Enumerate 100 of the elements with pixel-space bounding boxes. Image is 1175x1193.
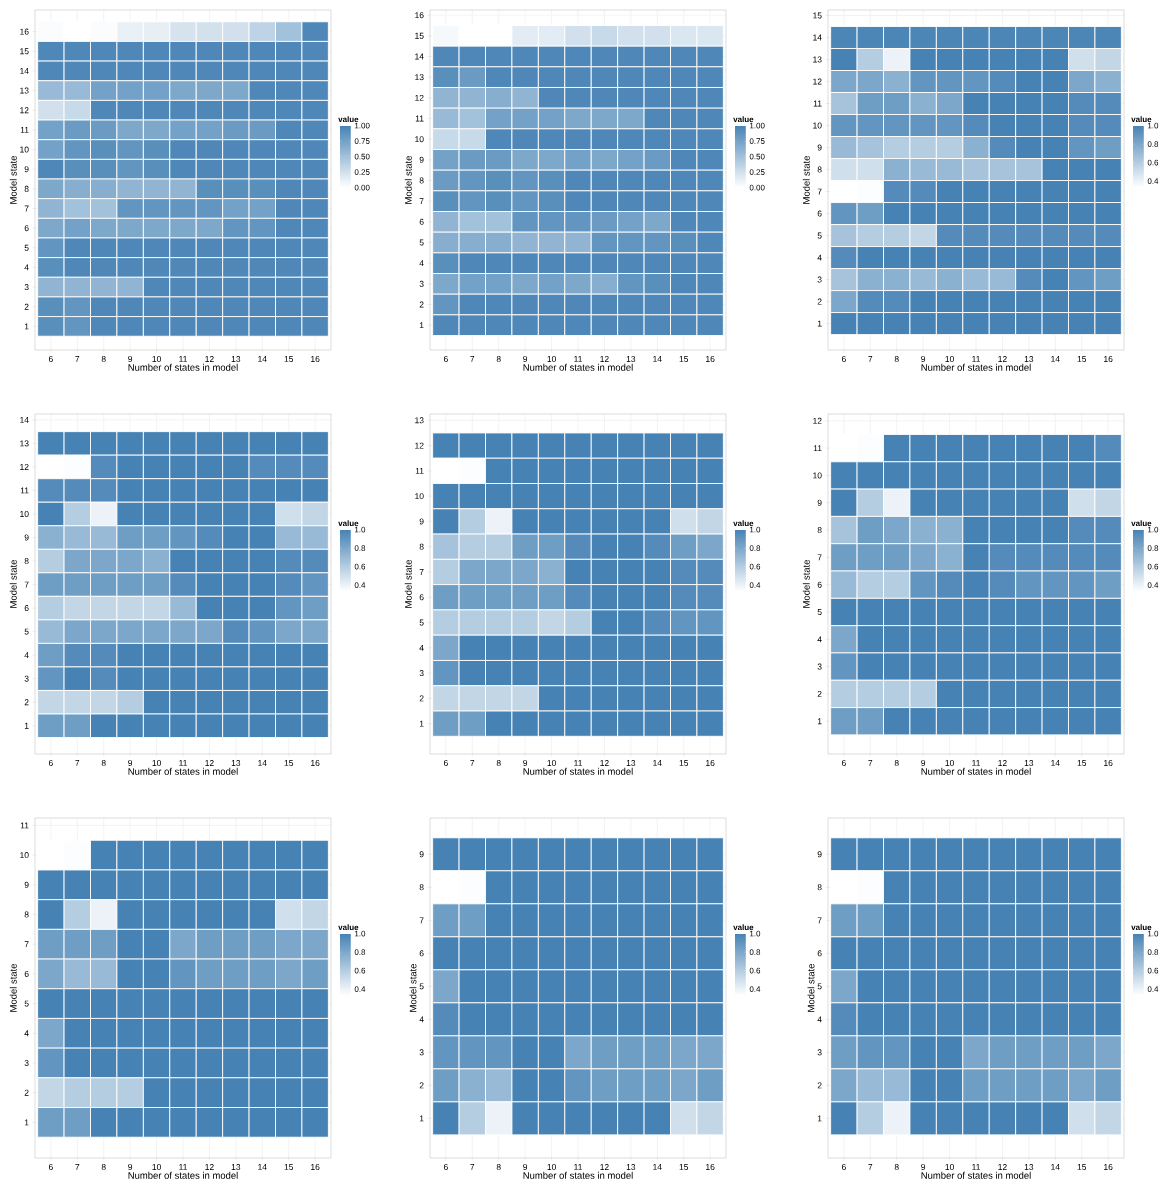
x-tick-label: 16 bbox=[311, 760, 320, 766]
x-axis-title: Number of states in model bbox=[128, 767, 238, 775]
y-tick-label: 6 bbox=[817, 210, 822, 217]
x-tick-label: 13 bbox=[231, 760, 241, 766]
x-tick-label: 16 bbox=[1104, 1164, 1113, 1171]
y-tick-label: 4 bbox=[24, 264, 29, 271]
y-tick-label: 10 bbox=[20, 511, 29, 517]
y-tick-label: 16 bbox=[20, 28, 29, 35]
y-tick-label: 12 bbox=[20, 107, 29, 114]
y-tick-label: 5 bbox=[419, 619, 424, 626]
y-tick-label: 3 bbox=[817, 663, 822, 670]
x-axis-title: Number of states in model bbox=[523, 1171, 633, 1179]
x-tick-label: 14 bbox=[1051, 356, 1060, 362]
y-tick-label: 6 bbox=[24, 605, 29, 612]
y-axis-title: Model state bbox=[9, 155, 17, 204]
x-tick-label: 15 bbox=[284, 760, 294, 766]
y-tick-label: 5 bbox=[817, 232, 822, 239]
x-tick-label: 12 bbox=[600, 1164, 609, 1170]
y-tick-label: 9 bbox=[817, 499, 822, 506]
x-tick-label: 10 bbox=[547, 760, 556, 766]
y-tick-label: 11 bbox=[813, 445, 822, 452]
y-tick-label: 8 bbox=[419, 543, 424, 550]
x-tick-label: 16 bbox=[311, 1164, 320, 1171]
x-tick-label: 13 bbox=[1024, 760, 1034, 767]
x-tick-label: 15 bbox=[284, 1164, 294, 1170]
y-tick-label: 2 bbox=[817, 1082, 822, 1089]
x-tick-label: 6 bbox=[841, 760, 846, 767]
y-tick-label: 1 bbox=[24, 323, 29, 330]
y-tick-label: 4 bbox=[817, 1016, 822, 1023]
y-tick-label: 8 bbox=[24, 911, 29, 918]
y-tick-label: 4 bbox=[419, 260, 424, 267]
x-tick-label: 13 bbox=[1024, 1164, 1034, 1171]
x-tick-label: 10 bbox=[945, 356, 954, 362]
y-tick-label: 3 bbox=[419, 670, 424, 677]
y-tick-label: 5 bbox=[24, 1000, 29, 1007]
y-tick-label: 12 bbox=[415, 94, 424, 101]
y-axis-title: Model state bbox=[9, 963, 17, 1012]
y-tick-label: 1 bbox=[817, 320, 822, 327]
x-tick-label: 13 bbox=[231, 356, 241, 362]
x-tick-label: 12 bbox=[998, 760, 1007, 766]
y-tick-label: 13 bbox=[415, 74, 424, 81]
y-tick-label: 11 bbox=[20, 126, 29, 133]
x-tick-label: 6 bbox=[443, 760, 448, 766]
y-tick-label: 10 bbox=[415, 493, 424, 500]
y-tick-label: 8 bbox=[24, 185, 29, 192]
x-tick-label: 11 bbox=[574, 1164, 582, 1170]
x-tick-label: 6 bbox=[443, 356, 448, 362]
y-tick-label: 7 bbox=[24, 941, 29, 948]
y-tick-label: 12 bbox=[813, 417, 822, 424]
y-tick-label: 8 bbox=[24, 558, 29, 565]
y-tick-label: 6 bbox=[419, 218, 424, 225]
x-tick-label: 13 bbox=[626, 760, 636, 766]
y-tick-label: 9 bbox=[24, 534, 29, 541]
y-tick-label: 11 bbox=[813, 100, 822, 107]
x-tick-label: 6 bbox=[443, 1164, 448, 1171]
y-tick-label: 4 bbox=[419, 1016, 424, 1023]
x-tick-label: 14 bbox=[258, 1164, 267, 1170]
x-tick-label: 15 bbox=[1077, 760, 1087, 766]
x-tick-label: 11 bbox=[179, 760, 187, 766]
y-tick-label: 5 bbox=[24, 628, 29, 635]
y-tick-label: 9 bbox=[419, 851, 424, 858]
x-axis-title: Number of states in model bbox=[128, 363, 238, 371]
x-tick-label: 12 bbox=[998, 1164, 1007, 1170]
y-axis-title: Model state bbox=[409, 963, 417, 1012]
x-tick-label: 9 bbox=[523, 356, 528, 362]
x-tick-label: 8 bbox=[894, 1164, 899, 1171]
y-tick-label: 3 bbox=[24, 675, 29, 682]
y-tick-label: 15 bbox=[415, 32, 424, 39]
x-tick-label: 8 bbox=[496, 1164, 501, 1171]
x-tick-label: 7 bbox=[470, 356, 475, 362]
x-tick-label: 14 bbox=[653, 1164, 662, 1170]
y-tick-label: 8 bbox=[419, 884, 424, 891]
y-tick-label: 9 bbox=[419, 156, 424, 163]
y-tick-label: 14 bbox=[813, 34, 822, 41]
x-tick-label: 10 bbox=[945, 1164, 954, 1171]
x-tick-label: 16 bbox=[1104, 356, 1113, 362]
x-tick-label: 8 bbox=[101, 760, 106, 766]
y-tick-label: 2 bbox=[419, 1082, 424, 1089]
x-tick-label: 6 bbox=[841, 356, 846, 362]
x-tick-label: 12 bbox=[998, 356, 1007, 362]
x-tick-label: 11 bbox=[574, 356, 582, 362]
y-tick-label: 9 bbox=[419, 518, 424, 525]
x-tick-label: 6 bbox=[48, 1164, 53, 1171]
y-tick-label: 7 bbox=[817, 554, 822, 561]
y-tick-label: 5 bbox=[419, 983, 424, 990]
y-tick-label: 11 bbox=[415, 115, 424, 122]
y-axis-title: Model state bbox=[404, 559, 412, 608]
y-tick-label: 15 bbox=[813, 12, 822, 19]
x-tick-label: 15 bbox=[679, 356, 689, 362]
y-tick-label: 2 bbox=[419, 301, 424, 308]
y-tick-label: 11 bbox=[415, 467, 424, 474]
x-tick-label: 7 bbox=[75, 356, 80, 362]
x-tick-label: 7 bbox=[75, 1164, 80, 1170]
y-tick-label: 2 bbox=[817, 690, 822, 697]
y-tick-label: 9 bbox=[24, 166, 29, 173]
y-tick-label: 8 bbox=[817, 166, 822, 173]
x-tick-label: 15 bbox=[1077, 356, 1087, 362]
x-tick-label: 15 bbox=[679, 760, 689, 766]
y-tick-label: 6 bbox=[24, 225, 29, 232]
x-tick-label: 9 bbox=[921, 1164, 926, 1171]
